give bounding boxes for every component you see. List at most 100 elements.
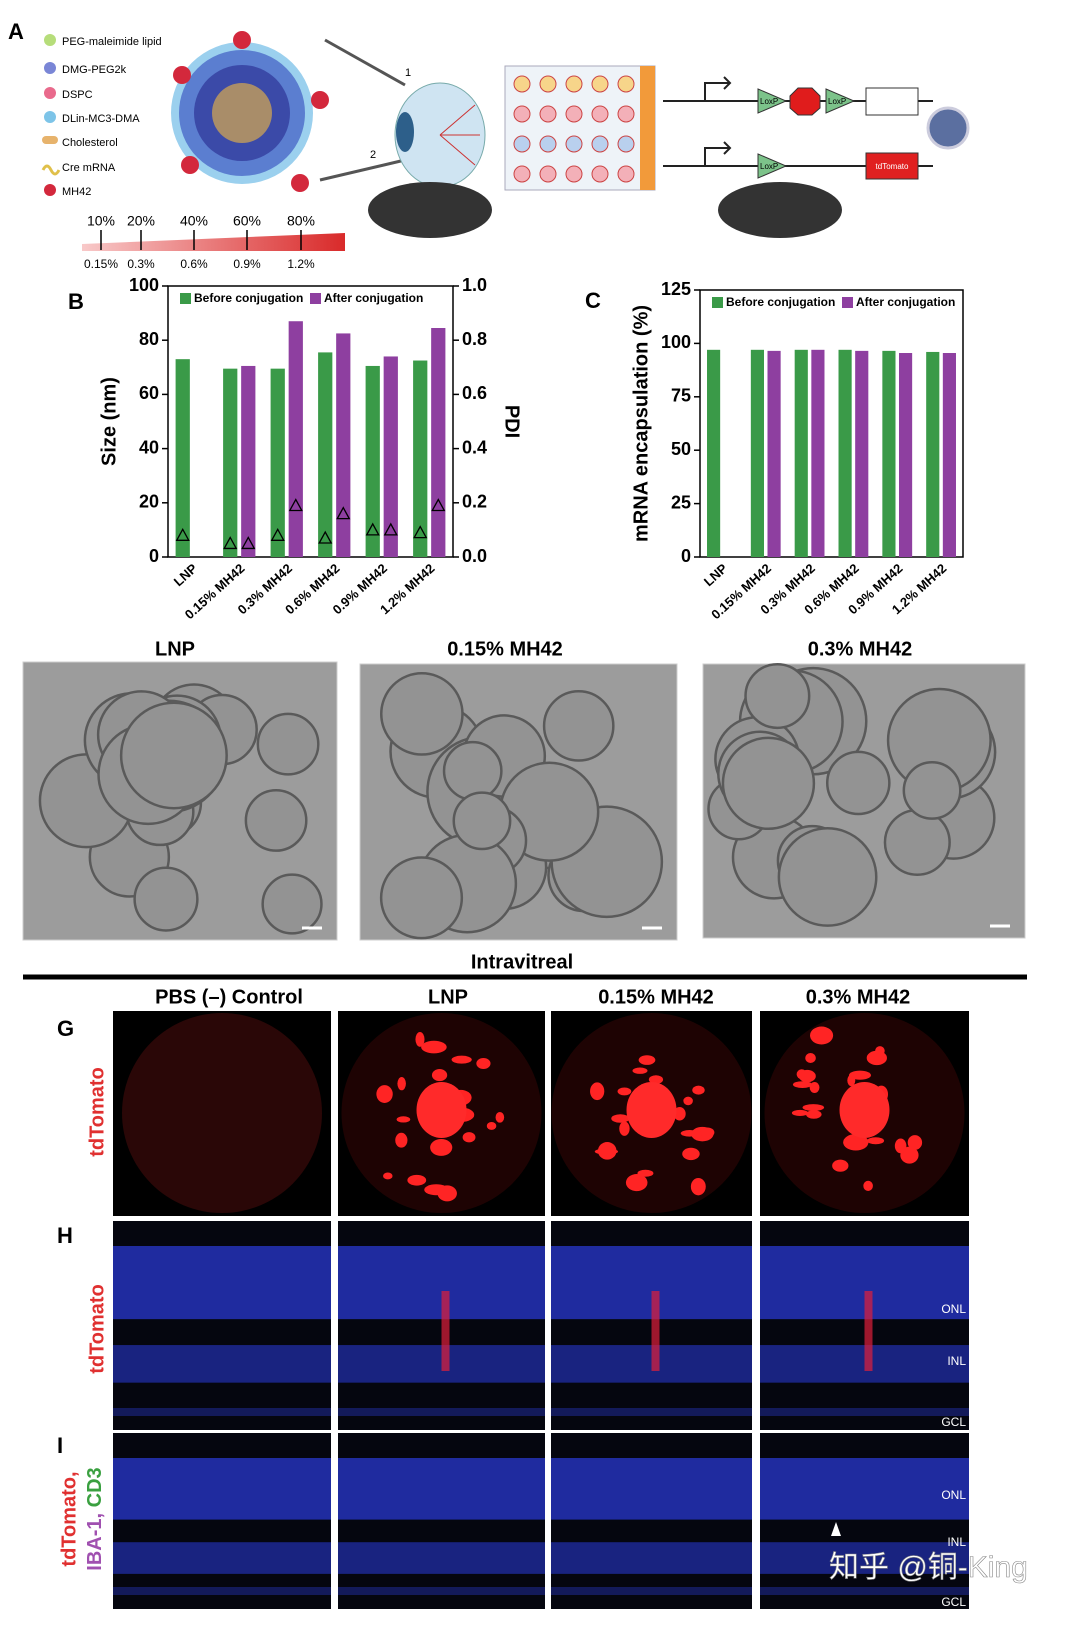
panel-label: C <box>585 288 601 313</box>
inl-band <box>113 1542 331 1574</box>
gcl-band <box>760 1408 969 1416</box>
chart-b: 0 20 40 60 80 100 0.0 0.2 0.4 0.6 0.8 1.0 Size (nm) P… <box>98 275 522 622</box>
fluorescence-spot <box>683 1096 693 1106</box>
bar <box>383 356 398 557</box>
fluorescence-spot <box>396 1116 411 1123</box>
fluorescence-spot <box>415 1031 425 1047</box>
cell <box>617 135 635 153</box>
fluorescence-spot <box>637 1169 654 1177</box>
icon <box>44 34 56 46</box>
mh42 <box>181 156 199 174</box>
column-header: 0.3% MH42 <box>806 986 911 1008</box>
fluorescence-core <box>626 1082 677 1138</box>
ratio-label: 80% <box>287 213 315 229</box>
nanoparticle <box>171 31 329 192</box>
fluorescence-spot <box>792 1081 813 1088</box>
bar <box>336 333 351 557</box>
fluorescence-core <box>416 1082 467 1138</box>
particle <box>721 736 816 831</box>
tdtomato-signal <box>651 1291 660 1371</box>
bar <box>431 328 446 557</box>
ratio-label: 1.2% <box>287 257 315 271</box>
legend-text: DSPC <box>62 89 93 101</box>
legend-text: Cre mRNA <box>62 162 116 174</box>
mouse <box>718 182 842 238</box>
fluorescence-spot <box>431 1069 448 1082</box>
pdi-point <box>270 527 285 541</box>
fluorescence-spot <box>495 1111 505 1123</box>
fluorescence-spot <box>809 1082 820 1093</box>
loxp <box>757 153 788 179</box>
loxp <box>757 88 788 114</box>
fluorescence-spot <box>597 1142 617 1160</box>
row-label-part: IBA-1, <box>84 1513 106 1571</box>
cell <box>513 165 531 183</box>
fluorescence-spot <box>376 1085 393 1103</box>
cell <box>539 105 557 123</box>
pdi-point <box>413 525 428 539</box>
legend-label: Before conjugation <box>726 295 835 309</box>
panel-label: A <box>8 19 24 44</box>
legend-text: Cholesterol <box>62 137 118 149</box>
pdi-point <box>175 527 190 541</box>
layer-label: INL <box>947 1354 966 1368</box>
lipid-legend: PEG-maleimide lipid DMG-PEG2k DSPC DLin-… <box>41 34 162 198</box>
retina-cells <box>513 75 635 183</box>
cell <box>617 105 635 123</box>
fluorescence-spot <box>407 1174 427 1186</box>
icon <box>44 184 56 196</box>
bar <box>318 352 333 557</box>
cell <box>591 135 609 153</box>
bar <box>926 351 940 557</box>
mouse <box>368 182 492 238</box>
fluorescence-spot <box>395 1132 408 1148</box>
loxp-label: LoxP <box>828 97 846 106</box>
y-tick-label: 75 <box>671 386 691 406</box>
y2-tick-label: 0.6 <box>462 383 487 403</box>
particle <box>380 672 464 756</box>
cell <box>591 105 609 123</box>
fluorescence-spot <box>421 1040 447 1054</box>
y-tick-label: 0 <box>149 546 159 566</box>
tdtomato-signal <box>864 1291 873 1371</box>
watermark: 知乎 @铜-King <box>829 1551 1028 1584</box>
particle <box>261 873 323 935</box>
particle <box>119 701 228 810</box>
cell <box>591 165 609 183</box>
column-header: PBS (–) Control <box>155 986 303 1008</box>
mh42 <box>233 31 251 49</box>
cell <box>539 75 557 93</box>
cryo-title: 0.3% MH42 <box>808 638 913 660</box>
ratio-label: 60% <box>233 213 261 229</box>
stop <box>789 87 821 116</box>
icon <box>42 136 58 144</box>
y2-tick-label: 0.4 <box>462 437 487 457</box>
lnp-small <box>926 106 970 150</box>
fluorescence-spot <box>690 1178 706 1196</box>
bar <box>413 360 428 557</box>
gcl-band <box>551 1408 752 1416</box>
bar <box>942 353 956 557</box>
loxp-label: LoxP <box>760 97 778 106</box>
bar <box>882 350 896 557</box>
particle <box>744 662 811 730</box>
arrowhead <box>831 1522 841 1536</box>
ratio-label: 0.9% <box>233 257 261 271</box>
legend-text: MH42 <box>62 186 91 198</box>
fluorescence-spot <box>843 1134 869 1151</box>
eye-illustration: 1 2 <box>319 38 970 238</box>
ratio-bar <box>82 233 345 251</box>
bar <box>855 350 869 557</box>
bar <box>838 349 852 557</box>
fluorescence-spot <box>900 1146 919 1164</box>
y2-tick-label: 0.0 <box>462 546 487 566</box>
mh42 <box>291 174 309 192</box>
syringe <box>319 158 406 182</box>
reporter-off <box>865 87 919 116</box>
layer-labels: ONL INL GCL ONL INL GCL <box>941 1302 966 1609</box>
fluorescence-spot <box>632 1067 648 1074</box>
particle <box>542 690 615 762</box>
column-header: LNP <box>428 986 468 1008</box>
fluorescence-spot <box>907 1135 923 1150</box>
